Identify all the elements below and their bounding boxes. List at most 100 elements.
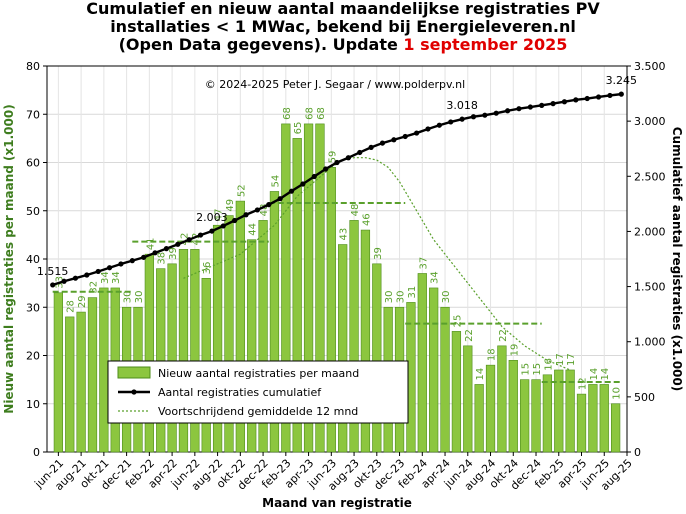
cumulative-point (243, 212, 249, 218)
bar (315, 123, 325, 453)
cumulative-point (595, 94, 602, 100)
bar-value-label: 22 (464, 329, 475, 342)
bar (542, 374, 553, 453)
bar (292, 138, 302, 453)
cumulative-point (288, 188, 295, 194)
cumulative-point (345, 155, 351, 161)
bar-value-label: 30 (396, 291, 407, 304)
cumulative-annotation: 1.515 (37, 265, 69, 278)
y-left-tick-label: 0 (33, 446, 40, 459)
cumulative-point (152, 250, 158, 256)
bar (417, 273, 427, 453)
y-left-tick-label: 40 (26, 253, 40, 266)
legend-box (107, 360, 409, 424)
bar-value-label: 59 (327, 151, 338, 164)
bar-value-label: 36 (202, 262, 213, 275)
y-right-axis-title: Cumulatief aantal registraties (x1.000) (670, 127, 684, 392)
bar-value-label: 14 (600, 368, 611, 381)
bar-value-label: 68 (316, 107, 327, 120)
cumulative-point (232, 217, 238, 224)
y-left-tick-label: 80 (26, 60, 40, 73)
y-right-tick-label: 1.500 (634, 281, 666, 294)
cumulative-point (106, 265, 113, 271)
cumulative-point (118, 261, 124, 267)
cumulative-point (141, 254, 147, 260)
legend-label-bars: Nieuw aantal registraties per maand (158, 367, 359, 380)
chart-title: Cumulatief en nieuw aantal maandelijkse … (0, 0, 686, 54)
x-axis-title: Maand van registratie (262, 496, 412, 510)
bar (508, 360, 518, 453)
cumulative-point (209, 228, 215, 234)
bar-value-label: 43 (339, 228, 350, 241)
bar-value-label: 37 (418, 257, 429, 270)
cumulative-point (163, 246, 170, 252)
bar-value-label: 46 (361, 213, 372, 226)
title-line-3-text: (Open Data gegevens). Update (118, 35, 404, 54)
bar-value-label: 42 (191, 233, 202, 246)
bar (611, 403, 621, 453)
cumulative-point (357, 149, 363, 156)
bar-value-label: 44 (248, 223, 259, 236)
y-left-axis-title: Nieuw aantal registraties per maand (x1.… (2, 104, 16, 413)
bar (156, 268, 166, 453)
bar-value-label: 47 (214, 208, 225, 221)
bar (520, 379, 530, 453)
cumulative-annotation: 2.003 (196, 211, 228, 224)
bar (463, 345, 473, 453)
title-line-3: (Open Data gegevens). Update 1 september… (0, 36, 686, 54)
cumulative-point (516, 106, 522, 112)
bar-value-label: 30 (134, 291, 145, 304)
cumulative-point (391, 137, 397, 143)
y-left-tick-label: 30 (26, 301, 40, 314)
bar-value-label: 31 (407, 286, 418, 299)
bar-value-label: 14 (475, 368, 486, 381)
bar (497, 345, 507, 453)
bar-value-label: 52 (236, 184, 247, 197)
cumulative-point (266, 202, 272, 208)
bar-value-label: 29 (77, 295, 88, 308)
bar (599, 384, 609, 453)
cumulative-point (493, 110, 499, 116)
cumulative-annotation: 3.018 (446, 99, 478, 112)
cumulative-point (573, 97, 579, 103)
bar (485, 364, 496, 453)
bar (338, 244, 348, 453)
bar (474, 384, 484, 453)
bar (99, 287, 109, 453)
bar-value-label: 39 (168, 247, 179, 260)
y-right-tick-label: 2.500 (634, 170, 666, 183)
bar (247, 239, 257, 453)
cumulative-point (220, 223, 226, 229)
y-left-tick-label: 60 (26, 157, 40, 170)
y-right-tick-label: 2.000 (634, 225, 666, 238)
bar-value-label: 68 (282, 107, 293, 120)
y-left-tick-label: 50 (26, 205, 40, 218)
cumulative-annotation: 3.245 (606, 74, 638, 87)
bar-value-label: 12 (578, 377, 589, 390)
bar-value-label: 25 (452, 315, 463, 328)
cumulative-point (300, 181, 306, 187)
bar (565, 369, 575, 453)
bar-value-label: 34 (430, 271, 441, 284)
bar (372, 263, 382, 453)
cumulative-point (50, 282, 56, 288)
bar (87, 297, 98, 453)
bar-value-label: 54 (270, 175, 281, 188)
bar (269, 191, 280, 453)
title-line-2: installaties < 1 MWac, bekend bij Energi… (110, 17, 576, 36)
bar-value-label: 42 (179, 233, 190, 246)
bar (531, 379, 541, 453)
cumulative-point (527, 104, 533, 110)
y-left-tick-label: 70 (26, 108, 40, 121)
bar-value-label: 15 (532, 363, 543, 376)
cumulative-point (175, 241, 181, 247)
cumulative-point (129, 258, 135, 264)
bar-value-label: 19 (509, 344, 520, 357)
cumulative-point (584, 95, 590, 102)
cumulative-point (379, 140, 386, 146)
bar-value-label: 48 (350, 204, 361, 217)
bar-value-label: 49 (225, 199, 236, 212)
legend-label-moving-average: Voortschrijdend gemiddelde 12 mnd (158, 405, 358, 418)
y-right-tick-label: 500 (634, 391, 655, 404)
y-left-tick-label: 20 (26, 350, 40, 363)
